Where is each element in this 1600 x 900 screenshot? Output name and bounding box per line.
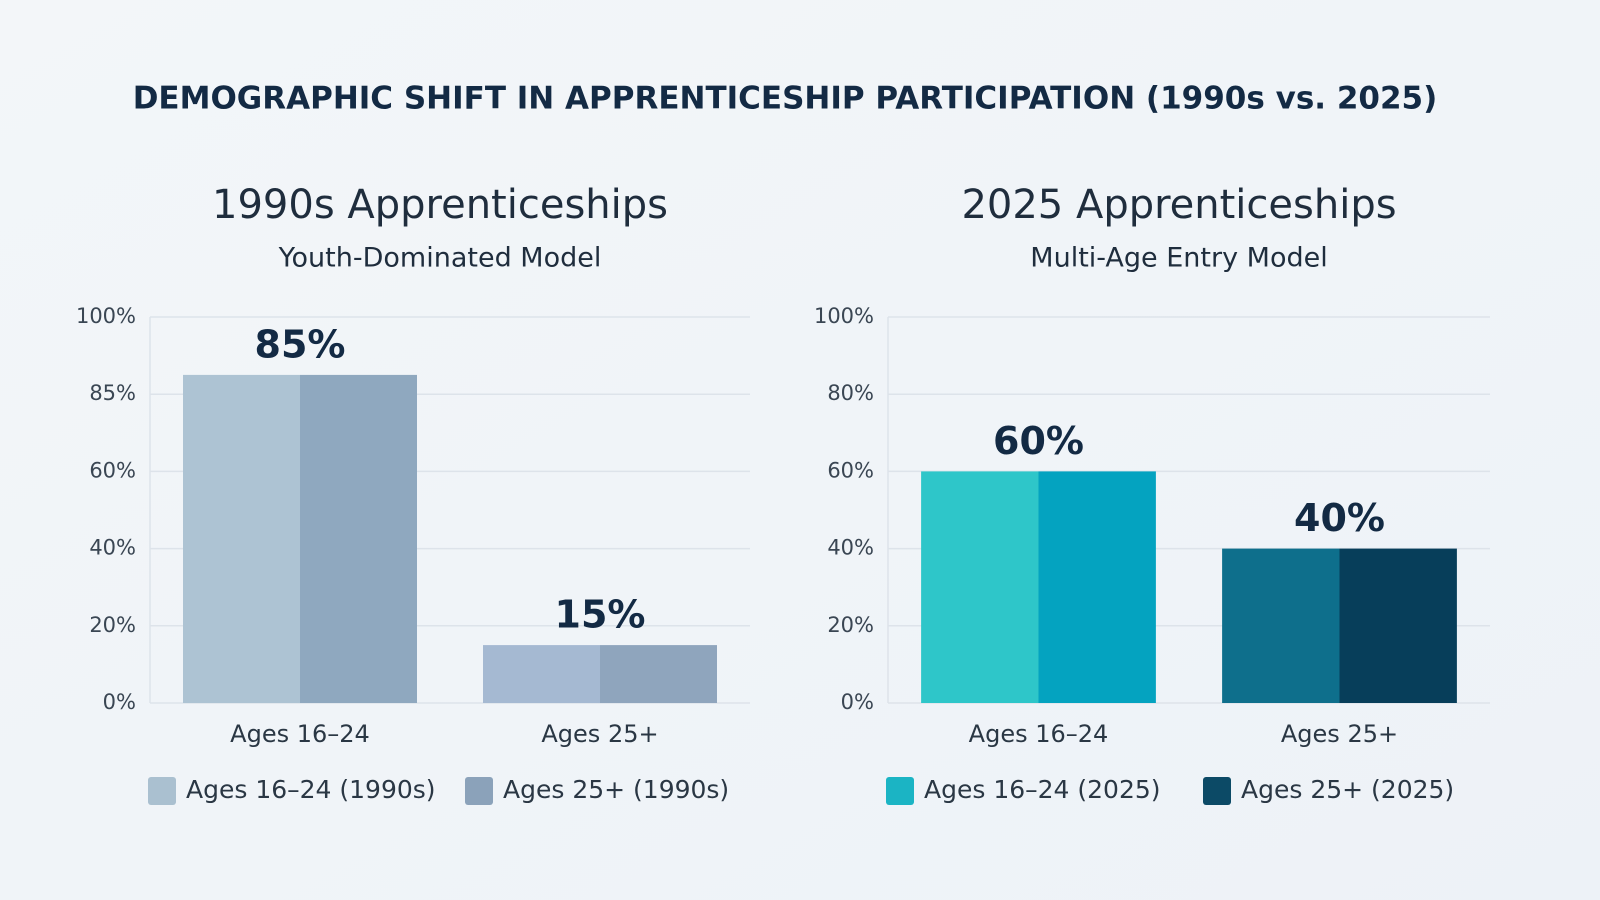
legend-swatch <box>1203 777 1231 805</box>
chart-title: 2025 Apprenticeships <box>961 182 1396 228</box>
legend-label: Ages 16–24 (2025) <box>924 775 1161 804</box>
y-tick-label: 80% <box>827 381 874 405</box>
y-tick-label: 40% <box>89 536 136 560</box>
y-tick-label: 0% <box>841 690 874 714</box>
bar-part <box>921 471 1039 703</box>
legend-label: Ages 25+ (2025) <box>1241 775 1454 804</box>
chart-subtitle: Multi-Age Entry Model <box>1030 243 1327 274</box>
x-tick-label: Ages 16–24 <box>969 720 1109 748</box>
y-tick-label: 20% <box>89 613 136 637</box>
x-tick-label: Ages 16–24 <box>230 720 370 748</box>
bar-part <box>183 374 300 703</box>
value-label: 40% <box>1294 496 1385 540</box>
bar-part <box>1339 548 1457 703</box>
y-tick-label: 60% <box>89 458 136 482</box>
legend-label: Ages 25+ (1990s) <box>503 775 729 804</box>
y-tick-label: 85% <box>89 381 136 405</box>
y-tick-label: 0% <box>103 690 136 714</box>
bar-part <box>1038 471 1156 703</box>
legend-swatch <box>148 777 176 805</box>
bar-part <box>1222 548 1340 703</box>
y-tick-label: 20% <box>827 613 874 637</box>
y-tick-label: 100% <box>814 304 874 328</box>
value-label: 60% <box>993 419 1084 463</box>
x-tick-label: Ages 25+ <box>1281 720 1398 748</box>
value-label: 85% <box>255 322 346 366</box>
value-label: 15% <box>555 593 646 637</box>
x-tick-label: Ages 25+ <box>541 720 658 748</box>
y-tick-label: 40% <box>827 536 874 560</box>
legend-swatch <box>465 777 493 805</box>
bar-part <box>600 645 717 703</box>
chart-subtitle: Youth-Dominated Model <box>278 243 602 274</box>
bar-part <box>483 645 600 703</box>
bar-part <box>300 374 417 703</box>
chart-title: 1990s Apprenticeships <box>212 182 668 228</box>
page-title: DEMOGRAPHIC SHIFT IN APPRENTICESHIP PART… <box>133 81 1438 117</box>
legend-swatch <box>886 777 914 805</box>
legend-label: Ages 16–24 (1990s) <box>186 775 436 804</box>
y-tick-label: 60% <box>827 458 874 482</box>
y-tick-label: 100% <box>76 304 136 328</box>
